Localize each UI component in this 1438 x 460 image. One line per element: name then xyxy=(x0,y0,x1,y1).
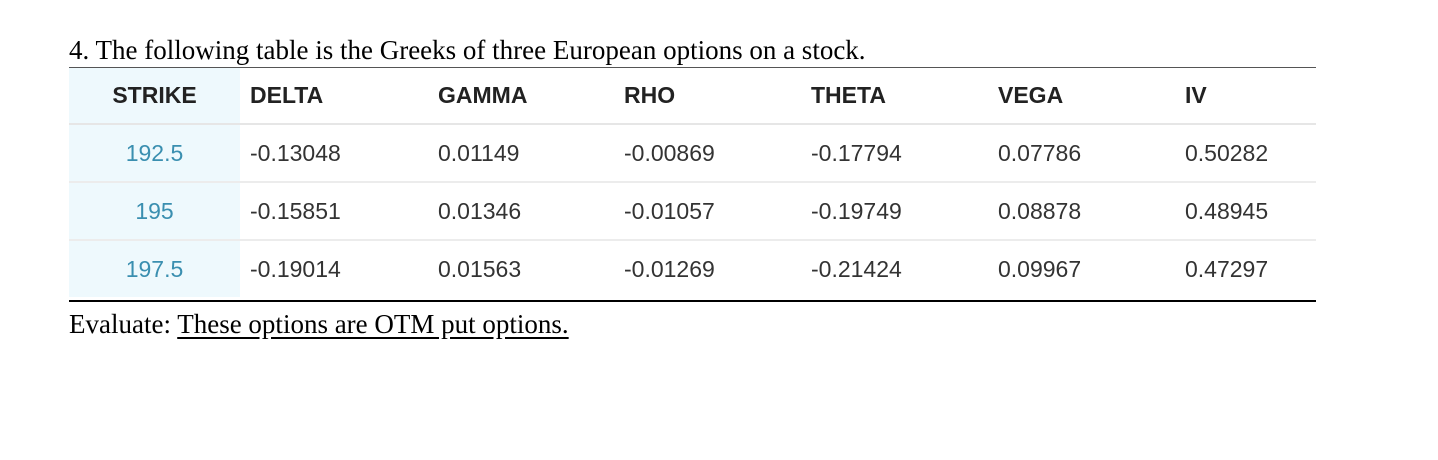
header-delta: DELTA xyxy=(240,68,428,125)
evaluate-answer: These options are OTM put options. xyxy=(177,309,569,339)
header-iv: IV xyxy=(1175,68,1316,125)
evaluate-label: Evaluate: xyxy=(69,309,178,339)
gamma-cell: 0.01149 xyxy=(428,124,614,183)
header-theta: THETA xyxy=(801,68,988,125)
rho-cell: -0.01269 xyxy=(624,255,715,282)
theta-cell: -0.17794 xyxy=(801,124,988,183)
table-row: 192.5 -0.13048 0.01149 -0.00869 -0.17794… xyxy=(69,124,1316,183)
table-bottom-rule xyxy=(69,300,1316,302)
iv-cell: 0.48945 xyxy=(1175,182,1316,241)
greeks-table: STRIKE DELTA GAMMA RHO THETA VEGA IV 192… xyxy=(69,68,1316,297)
header-vega: VEGA xyxy=(988,68,1175,125)
evaluate-line: Evaluate: These options are OTM put opti… xyxy=(69,307,569,341)
strike-cell: 197.5 xyxy=(69,240,240,297)
rho-cell: -0.01057 xyxy=(614,182,801,241)
question-text: 4. The following table is the Greeks of … xyxy=(69,35,866,65)
vega-cell: 0.09967 xyxy=(998,255,1082,282)
delta-cell: -0.19014 xyxy=(250,255,341,282)
vega-cell: 0.07786 xyxy=(988,124,1175,183)
vega-cell: 0.08878 xyxy=(988,182,1175,241)
table-top-rule xyxy=(69,67,1316,68)
gamma-cell: 0.01346 xyxy=(428,182,614,241)
header-gamma: GAMMA xyxy=(428,68,614,125)
theta-cell: -0.21424 xyxy=(811,255,902,282)
iv-cell: 0.50282 xyxy=(1175,124,1316,183)
iv-cell: 0.47297 xyxy=(1185,255,1269,282)
table-row: 197.5 -0.19014 0.01563 -0.01269 -0.21424… xyxy=(69,240,1316,297)
gamma-cell: 0.01563 xyxy=(438,255,522,282)
rho-cell: -0.00869 xyxy=(614,124,801,183)
delta-cell: -0.15851 xyxy=(240,182,428,241)
table-row: 195 -0.15851 0.01346 -0.01057 -0.19749 0… xyxy=(69,182,1316,241)
strike-cell: 195 xyxy=(69,182,240,241)
table-header-row: STRIKE DELTA GAMMA RHO THETA VEGA IV xyxy=(69,68,1316,125)
strike-cell: 192.5 xyxy=(69,124,240,183)
header-strike: STRIKE xyxy=(69,68,240,125)
theta-cell: -0.19749 xyxy=(801,182,988,241)
delta-cell: -0.13048 xyxy=(240,124,428,183)
header-rho: RHO xyxy=(614,68,801,125)
